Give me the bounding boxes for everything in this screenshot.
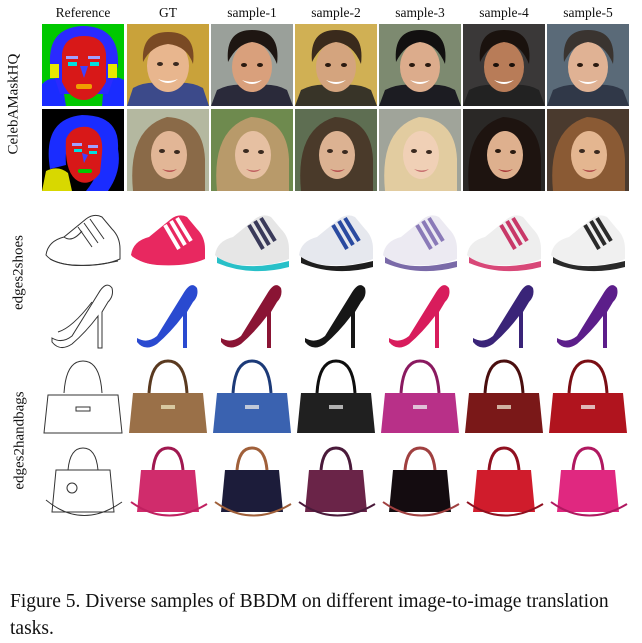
sample-bag-image bbox=[547, 357, 629, 439]
sample-face-image bbox=[295, 109, 377, 191]
sample-shoe-image bbox=[379, 272, 461, 354]
sample-shoe-image bbox=[211, 272, 293, 354]
gt-shoe-image bbox=[127, 272, 209, 354]
mask-image bbox=[42, 24, 124, 106]
sample-shoe-image bbox=[211, 197, 293, 279]
edge-sketch-image bbox=[42, 197, 124, 279]
sample-bag-image bbox=[379, 440, 461, 522]
sample-face-image bbox=[211, 109, 293, 191]
sample-face-image bbox=[547, 109, 629, 191]
gt-face-image bbox=[127, 109, 209, 191]
sample-shoe-image bbox=[547, 197, 629, 279]
sample-face-image bbox=[463, 109, 545, 191]
edge-sketch-image bbox=[42, 357, 124, 439]
sample-shoe-image bbox=[547, 272, 629, 354]
gt-shoe-image bbox=[127, 197, 209, 279]
sample-face-image bbox=[379, 109, 461, 191]
figure-grid: Reference GT sample-1 sample-2 sample-3 … bbox=[5, 5, 629, 522]
row-label-celebamaskhq: CelebAMaskHQ bbox=[5, 53, 22, 155]
edge-sketch-image bbox=[42, 272, 124, 354]
column-header-sample-5: sample-5 bbox=[563, 5, 613, 20]
row-label-edges2handbags: edges2handbags bbox=[11, 391, 28, 490]
column-header-reference: Reference bbox=[55, 5, 111, 20]
sample-face-image bbox=[211, 24, 293, 106]
sample-shoe-image bbox=[463, 272, 545, 354]
sample-bag-image bbox=[379, 357, 461, 439]
sample-bag-image bbox=[211, 357, 293, 439]
sample-bag-image bbox=[463, 440, 545, 522]
edge-sketch-image bbox=[42, 440, 124, 522]
sample-face-image bbox=[295, 24, 377, 106]
column-header-gt: GT bbox=[159, 5, 177, 20]
sample-bag-image bbox=[547, 440, 629, 522]
column-header-sample-2: sample-2 bbox=[311, 5, 361, 20]
gt-bag-image bbox=[127, 440, 209, 522]
sample-face-image bbox=[379, 24, 461, 106]
sample-bag-image bbox=[211, 440, 293, 522]
column-header-sample-1: sample-1 bbox=[227, 5, 277, 20]
sample-shoe-image bbox=[463, 197, 545, 279]
gt-face-image bbox=[127, 24, 209, 106]
sample-shoe-image bbox=[379, 197, 461, 279]
sample-bag-image bbox=[463, 357, 545, 439]
sample-bag-image bbox=[295, 440, 377, 522]
row-label-edges2shoes: edges2shoes bbox=[10, 235, 27, 310]
column-header-sample-4: sample-4 bbox=[479, 5, 529, 20]
sample-bag-image bbox=[295, 357, 377, 439]
column-header-sample-3: sample-3 bbox=[395, 5, 445, 20]
sample-shoe-image bbox=[295, 272, 377, 354]
sample-shoe-image bbox=[295, 197, 377, 279]
gt-bag-image bbox=[127, 357, 209, 439]
mask-image bbox=[42, 109, 124, 191]
sample-face-image bbox=[547, 24, 629, 106]
figure-caption: Figure 5. Diverse samples of BBDM on dif… bbox=[10, 591, 609, 639]
sample-face-image bbox=[463, 24, 545, 106]
